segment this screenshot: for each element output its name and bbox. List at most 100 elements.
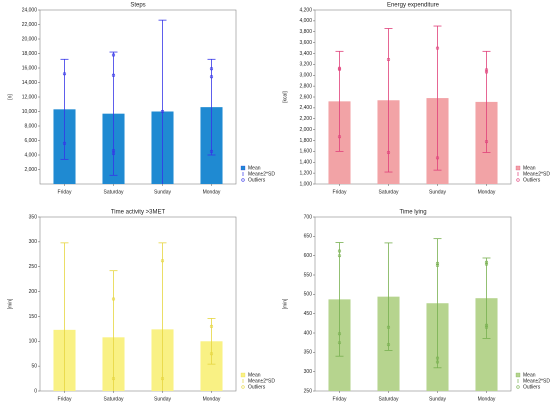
y-tick-label: 300 [304, 369, 313, 375]
y-tick-label: 2,000 [24, 167, 37, 173]
chart-title: Energy expenditure [387, 3, 440, 9]
chart-title: Steps [130, 3, 145, 9]
x-tick-label: Monday [203, 396, 221, 402]
plot-area [328, 25, 498, 184]
outlier [435, 261, 440, 266]
x-tick-label: Friday [333, 396, 347, 402]
y-tick-label: 500 [304, 292, 313, 298]
chart-panel: Time lying [min] 250 300 350 400 450 500 550 600 6… [282, 210, 550, 403]
y-tick-label: 300 [29, 239, 38, 245]
y-tick-label: 1,600 [299, 149, 312, 155]
error-bar [158, 19, 167, 184]
x-tick-label: Saturday [103, 189, 124, 195]
outlier [337, 249, 342, 253]
legend-label: Outliers [523, 384, 541, 390]
error-bar [207, 318, 216, 365]
y-tick-label: 650 [304, 234, 313, 240]
outlier [160, 259, 165, 263]
y-tick-label: 22,000 [22, 22, 38, 28]
legend-label: Mean±2*SD [248, 378, 275, 384]
x-tick-label: Monday [203, 189, 221, 195]
y-tick-label: 2,800 [299, 83, 312, 89]
y-axis-label: [min] [7, 298, 13, 309]
outlier [337, 332, 342, 336]
y-tick-label: 50 [31, 363, 37, 369]
y-tick-label: 700 [304, 214, 313, 220]
y-tick-label: 16,000 [22, 65, 38, 71]
outlier [62, 72, 67, 76]
x-tick-label: Sunday [154, 396, 171, 402]
outlier [111, 73, 116, 77]
bar [200, 341, 223, 391]
error-bar [109, 270, 118, 391]
y-axis-label: [kcal] [282, 91, 288, 103]
error-bar [158, 242, 167, 391]
outlier [209, 75, 214, 79]
error-bar [384, 242, 393, 351]
outlier [435, 360, 440, 364]
y-tick-label: 10,000 [22, 109, 38, 115]
legend-swatch [241, 178, 245, 182]
x-tick-label: Monday [478, 396, 496, 402]
legend-label: Mean±2*SD [248, 171, 275, 177]
outlier [386, 150, 391, 155]
y-tick-label: 150 [29, 314, 38, 320]
error-bar [433, 25, 442, 171]
outlier [484, 139, 489, 144]
plot-area [53, 19, 223, 184]
error-bar [482, 50, 491, 153]
error-bar [60, 242, 69, 391]
legend-label: Outliers [248, 177, 266, 183]
plot-frame [314, 216, 512, 392]
outlier [386, 57, 391, 62]
y-tick-label: 4,000 [24, 152, 37, 158]
plot-area [328, 238, 498, 391]
outlier [484, 262, 489, 266]
y-tick-label: 14,000 [22, 80, 38, 86]
x-tick-label: Sunday [154, 189, 171, 195]
y-tick-label: 3,000 [299, 73, 312, 79]
y-tick-label: 350 [304, 350, 313, 356]
outlier [484, 323, 489, 327]
x-tick-label: Saturday [378, 189, 399, 195]
chart-panel: Time activity >3MET [min] 0 50 100 150 200 250 3… [7, 210, 275, 403]
outlier [337, 254, 342, 258]
outlier [62, 141, 67, 145]
y-tick-label: 450 [304, 311, 313, 317]
outlier [435, 263, 440, 267]
plot-frame [39, 216, 237, 392]
error-bar [335, 242, 344, 357]
y-tick-label: 400 [304, 330, 313, 336]
y-tick-label: 20,000 [22, 36, 38, 42]
y-tick-label: 100 [29, 339, 38, 345]
legend-label: Mean [523, 372, 536, 378]
outlier [435, 46, 440, 50]
chart-title: Time activity >3MET [111, 210, 166, 216]
y-tick-label: 2,400 [299, 105, 312, 111]
y-tick-label: 550 [304, 272, 313, 278]
x-tick-label: Saturday [378, 396, 399, 402]
outlier [111, 151, 116, 156]
y-tick-label: 250 [304, 388, 313, 394]
legend-label: Mean [248, 165, 261, 171]
y-tick-label: 1,000 [299, 181, 312, 187]
y-axis-label: [n] [7, 94, 13, 100]
y-tick-label: 1,800 [299, 138, 312, 144]
plot-area [53, 242, 223, 391]
outlier [386, 325, 391, 329]
outlier [160, 376, 165, 381]
legend-swatch [515, 165, 521, 171]
y-tick-label: 600 [304, 253, 313, 259]
outlier [209, 352, 214, 356]
outlier [435, 356, 440, 360]
legend-swatch [515, 372, 521, 378]
y-tick-label: 1,200 [299, 170, 312, 176]
y-tick-label: 3,600 [299, 40, 312, 46]
outlier [209, 149, 214, 153]
outlier [209, 324, 214, 328]
y-tick-label: 3,200 [299, 62, 312, 68]
x-tick-label: Sunday [429, 396, 446, 402]
x-tick-label: Monday [478, 189, 496, 195]
y-tick-label: 250 [29, 264, 38, 270]
